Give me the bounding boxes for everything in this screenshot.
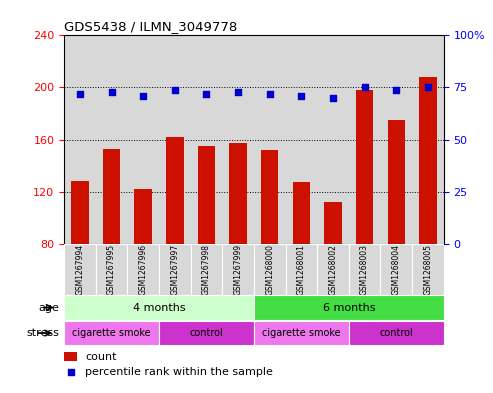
Bar [349,244,381,295]
Point [139,93,147,99]
Bar [229,143,247,244]
Text: 6 months: 6 months [322,303,375,312]
Bar [254,244,285,295]
Bar [381,35,412,244]
Text: GSM1267996: GSM1267996 [139,244,148,295]
Bar [254,321,349,345]
Point [392,86,400,93]
Point [266,90,274,97]
Bar [222,35,254,244]
Bar [412,244,444,295]
Bar [96,35,127,244]
Bar [381,244,412,295]
Text: GSM1267997: GSM1267997 [170,244,179,295]
Text: GSM1268005: GSM1268005 [423,244,432,295]
Bar [127,35,159,244]
Point [361,84,369,90]
Point [107,88,115,95]
Text: stress: stress [26,328,59,338]
Bar [293,182,310,244]
Bar [159,321,254,345]
Bar [103,149,120,244]
Bar [419,77,437,244]
Bar [64,244,96,295]
Bar [191,244,222,295]
Bar [261,150,279,244]
Bar [254,35,285,244]
Bar [64,321,159,345]
Text: percentile rank within the sample: percentile rank within the sample [85,367,273,377]
Text: GSM1268003: GSM1268003 [360,244,369,295]
Text: GSM1267995: GSM1267995 [107,244,116,295]
Bar [324,202,342,244]
Bar [222,244,254,295]
Text: cigarette smoke: cigarette smoke [262,328,341,338]
Bar [64,35,96,244]
Text: GSM1268004: GSM1268004 [392,244,401,295]
Bar [159,244,191,295]
Point [329,95,337,101]
Text: cigarette smoke: cigarette smoke [72,328,151,338]
Bar [166,137,183,244]
Bar [198,146,215,244]
Bar [349,35,381,244]
Text: age: age [38,303,59,312]
Bar [64,352,77,361]
Bar [127,244,159,295]
Bar [254,295,444,320]
Point [171,86,179,93]
Text: 4 months: 4 months [133,303,185,312]
Bar [159,35,191,244]
Bar [387,120,405,244]
Text: GSM1268002: GSM1268002 [328,244,338,295]
Point [234,88,242,95]
Point [76,90,84,97]
Bar [317,35,349,244]
Bar [96,244,127,295]
Text: count: count [85,352,116,362]
Bar [317,244,349,295]
Bar [412,35,444,244]
Bar [356,90,373,244]
Text: GSM1267994: GSM1267994 [75,244,84,295]
Text: control: control [380,328,413,338]
Bar [64,295,254,320]
Bar [191,35,222,244]
Text: GSM1267999: GSM1267999 [234,244,243,295]
Point [297,93,305,99]
Text: GSM1268001: GSM1268001 [297,244,306,295]
Bar [135,189,152,244]
Point [67,369,74,375]
Bar [349,321,444,345]
Point [424,84,432,90]
Point [203,90,211,97]
Text: GSM1267998: GSM1267998 [202,244,211,295]
Bar [285,244,317,295]
Bar [71,181,89,244]
Text: GSM1268000: GSM1268000 [265,244,274,295]
Bar [285,35,317,244]
Text: GDS5438 / ILMN_3049778: GDS5438 / ILMN_3049778 [64,20,237,33]
Text: control: control [190,328,223,338]
